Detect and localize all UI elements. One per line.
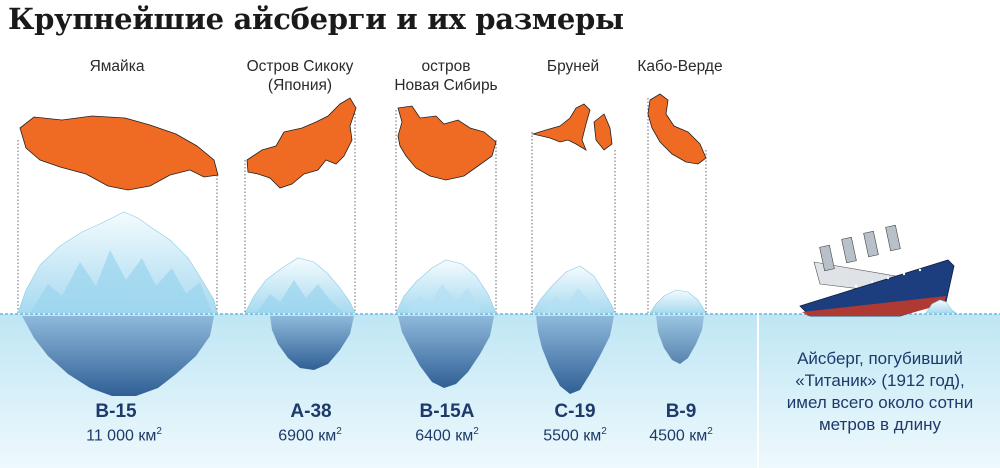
note-line: метров в длину (818, 415, 941, 434)
country-label-line: Остров Сикоку (246, 58, 354, 75)
titanic-iceberg (925, 299, 957, 314)
country-label-new-siberia: остров Новая Сибирь (394, 57, 497, 95)
guide-lines (17, 98, 707, 313)
iceberg-c19-above (531, 265, 616, 314)
iceberg-area-b15: 11 000 км2 (86, 426, 162, 445)
country-label-line: Ямайка (89, 58, 145, 75)
note-line: «Титаник» (1912 год), (795, 371, 965, 390)
area-value: 4500 км (649, 427, 708, 445)
area-power: 2 (473, 426, 479, 437)
country-label-line: Новая Сибирь (394, 77, 498, 94)
titanic-note: Айсберг, погубивший «Титаник» (1912 год)… (764, 348, 996, 436)
iceberg-code-b9: B-9 (665, 401, 697, 422)
country-label-cape-verde: Кабо-Верде (637, 57, 722, 76)
iceberg-b15-above (17, 211, 218, 314)
area-value: 5500 км (543, 427, 602, 445)
island-cape-verde (647, 93, 707, 165)
area-value: 6400 км (415, 427, 474, 445)
iceberg-b15a-underwater (398, 316, 494, 388)
area-value: 6900 км (278, 427, 337, 445)
country-label-line: (Япония) (267, 77, 333, 94)
iceberg-b9-above (649, 289, 707, 314)
note-line: Айсберг, погубивший (797, 349, 963, 368)
iceberg-area-c19: 5500 км2 (543, 426, 607, 445)
iceberg-code-b15: B-15 (95, 401, 137, 422)
area-power: 2 (707, 426, 713, 437)
iceberg-b15a-above (395, 259, 497, 314)
area-value: 11 000 км (86, 427, 157, 445)
area-power: 2 (601, 426, 607, 437)
page-title: Крупнейшие айсберги и их размеры (8, 2, 624, 36)
iceberg-b15-underwater (22, 316, 214, 396)
island-shikoku (246, 97, 357, 189)
iceberg-code-a38: A-38 (290, 401, 332, 422)
note-line: имел всего около сотни (786, 393, 974, 412)
area-power: 2 (156, 426, 162, 437)
iceberg-code-b15a: B-15A (419, 401, 475, 422)
area-power: 2 (336, 426, 342, 437)
island-jamaica (19, 115, 219, 191)
iceberg-area-b9: 4500 км2 (649, 426, 713, 445)
iceberg-area-a38: 6900 км2 (278, 426, 342, 445)
titanic-ship-icon (799, 224, 955, 317)
iceberg-area-b15a: 6400 км2 (415, 426, 479, 445)
country-label-shikoku: Остров Сикоку (Япония) (247, 57, 354, 95)
iceberg-code-c19: C-19 (554, 401, 596, 422)
island-brunei (531, 103, 613, 151)
iceberg-a38-underwater (270, 316, 354, 370)
iceberg-a38-above (244, 257, 356, 314)
water-right (759, 314, 1000, 468)
country-label-brunei: Бруней (547, 57, 599, 76)
country-label-jamaica: Ямайка (90, 57, 145, 76)
country-label-line: Кабо-Верде (637, 58, 723, 75)
island-new-siberia (397, 105, 497, 181)
country-label-line: Бруней (546, 58, 600, 75)
country-label-line: остров (421, 58, 471, 75)
iceberg-c19-underwater (536, 316, 614, 394)
iceberg-b9-underwater (656, 316, 704, 364)
